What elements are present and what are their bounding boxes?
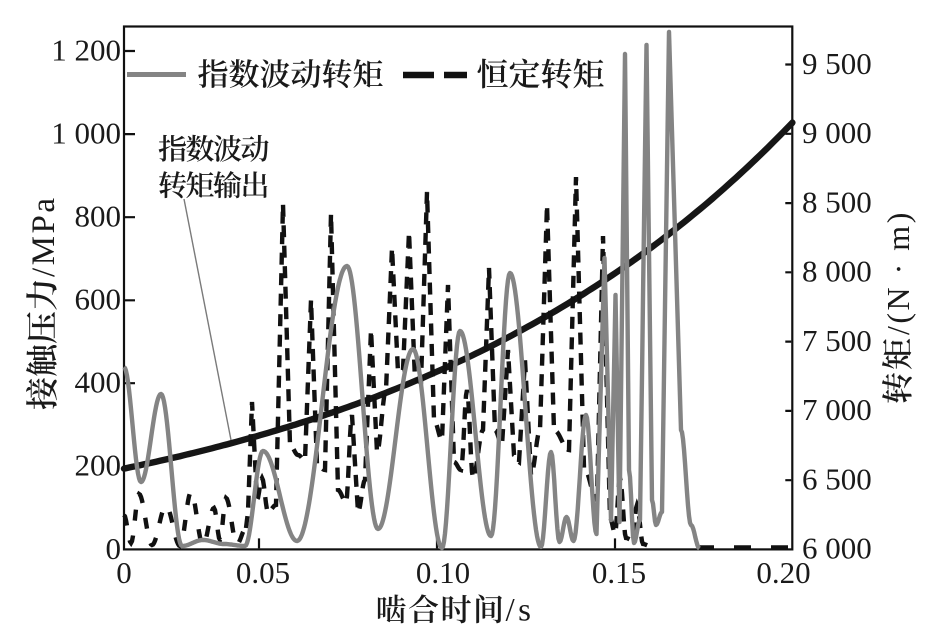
svg-text:0.15: 0.15	[592, 555, 646, 590]
svg-text:0.10: 0.10	[416, 555, 470, 590]
svg-text:400: 400	[75, 365, 122, 400]
svg-text:7 500: 7 500	[802, 323, 872, 358]
svg-text:/(N · m): /(N · m)	[880, 210, 916, 335]
svg-text:600: 600	[75, 282, 122, 317]
svg-text:6 500: 6 500	[802, 462, 872, 497]
svg-text:0: 0	[116, 555, 132, 590]
svg-text:8 000: 8 000	[802, 254, 872, 289]
svg-text:8 500: 8 500	[802, 184, 872, 219]
svg-text:/s: /s	[506, 593, 535, 629]
svg-text:800: 800	[75, 199, 122, 234]
svg-text:6 000: 6 000	[802, 531, 872, 566]
svg-text:9 000: 9 000	[802, 115, 872, 150]
svg-text:200: 200	[75, 448, 122, 483]
svg-text:7 000: 7 000	[802, 392, 872, 427]
svg-text:0: 0	[106, 531, 122, 566]
svg-text:0.20: 0.20	[756, 555, 810, 590]
svg-text:9 500: 9 500	[802, 46, 872, 81]
svg-text:0.05: 0.05	[236, 555, 290, 590]
svg-text:/MPa: /MPa	[26, 195, 62, 277]
svg-text:1 200: 1 200	[51, 32, 121, 67]
svg-text:1 000: 1 000	[51, 115, 121, 150]
